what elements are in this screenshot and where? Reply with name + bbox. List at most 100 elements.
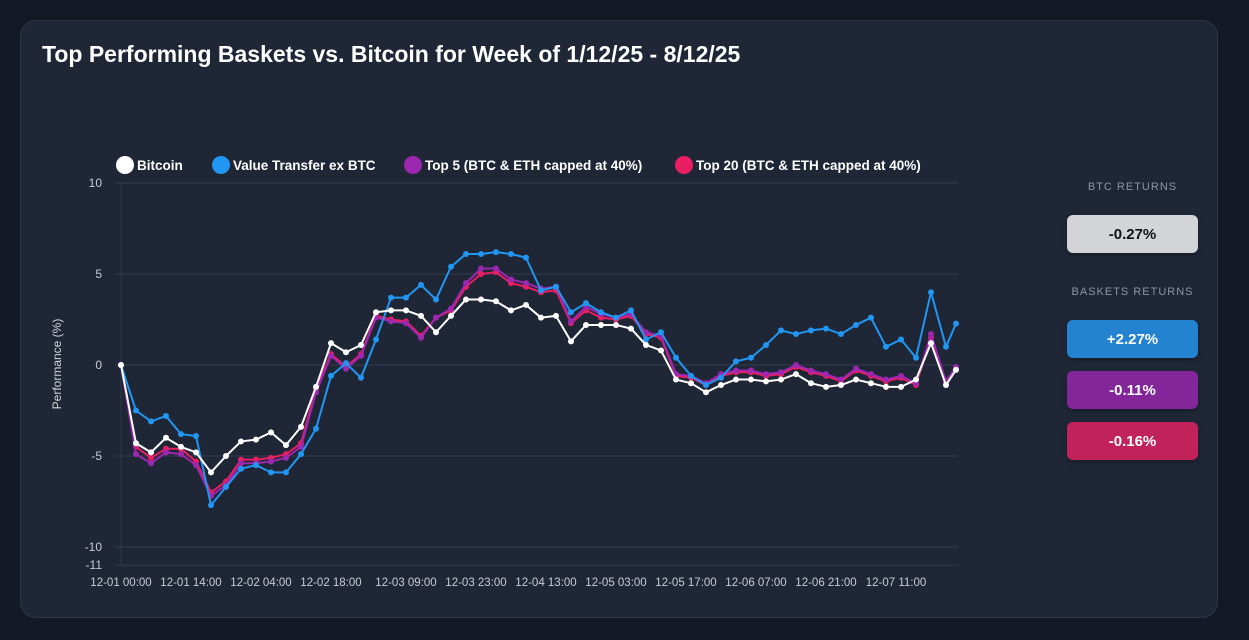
data-point [178, 431, 184, 438]
data-point [403, 294, 409, 301]
data-point [628, 325, 634, 332]
data-point [853, 376, 859, 383]
data-point [358, 374, 364, 381]
data-point [538, 287, 544, 294]
data-point [133, 440, 139, 447]
data-point [928, 331, 934, 338]
data-point [953, 320, 959, 327]
legend-label: Top 20 (BTC & ETH capped at 40%) [696, 157, 921, 173]
data-point [928, 340, 934, 347]
data-point [178, 443, 184, 450]
data-point [658, 329, 664, 336]
data-point [433, 314, 439, 321]
data-point [568, 318, 574, 325]
data-point [523, 280, 529, 287]
data-point [583, 321, 589, 328]
data-point [388, 294, 394, 301]
data-point [598, 321, 604, 328]
data-point [148, 418, 154, 425]
data-point [943, 382, 949, 389]
data-point [943, 343, 949, 350]
data-point [793, 371, 799, 378]
legend-item-top5[interactable]: Top 5 (BTC & ETH capped at 40%) [404, 156, 642, 174]
data-point [823, 383, 829, 390]
data-point [268, 469, 274, 476]
x-tick-label: 12-04 13:00 [515, 577, 576, 589]
data-point [508, 250, 514, 257]
data-point [853, 365, 859, 372]
data-point [913, 376, 919, 383]
data-point [838, 331, 844, 338]
legend-item-top20[interactable]: Top 20 (BTC & ETH capped at 40%) [675, 156, 921, 174]
data-point [493, 265, 499, 272]
data-point [523, 254, 529, 261]
data-point [823, 371, 829, 378]
y-tick-label: -11 [86, 558, 103, 572]
data-point [673, 354, 679, 361]
data-point [388, 318, 394, 325]
data-point [358, 341, 364, 348]
data-point [748, 354, 754, 361]
data-point [748, 367, 754, 374]
btc-returns-label: BTC RETURNS [1087, 181, 1178, 193]
legend-item-bitcoin[interactable]: Bitcoin [116, 156, 183, 174]
x-tick-label: 12-06 21:00 [795, 577, 856, 589]
data-point [448, 312, 454, 319]
data-point [328, 372, 334, 379]
data-point [718, 374, 724, 381]
data-point [793, 362, 799, 368]
data-point [298, 451, 304, 458]
baskets-returns-label: BASKETS RETURNS [1071, 286, 1194, 298]
data-point [283, 442, 289, 449]
data-point [433, 329, 439, 336]
data-point [583, 300, 589, 307]
series-line-0 [120, 298, 957, 474]
legend-label: Top 5 (BTC & ETH capped at 40%) [425, 157, 643, 173]
data-point [148, 460, 154, 467]
data-point [313, 383, 319, 390]
data-point [643, 341, 649, 348]
data-point [898, 383, 904, 390]
data-point [568, 338, 574, 345]
data-point [733, 367, 739, 374]
data-point [778, 376, 784, 383]
data-point [883, 383, 889, 390]
data-point [868, 380, 874, 387]
data-point [478, 271, 484, 277]
data-point [343, 349, 349, 356]
data-point [478, 296, 484, 303]
data-point [463, 296, 469, 303]
data-point [193, 462, 199, 469]
data-point [853, 321, 859, 328]
data-point [133, 451, 139, 458]
data-point [493, 249, 499, 256]
data-point [283, 454, 289, 461]
data-point [223, 453, 229, 459]
data-point [163, 412, 169, 419]
data-point [688, 380, 694, 387]
legend-label: Bitcoin [137, 157, 183, 173]
data-point [118, 362, 124, 368]
data-point [538, 314, 544, 321]
legend-dot-icon [404, 156, 422, 174]
data-point [208, 469, 214, 476]
legend-label: Value Transfer ex BTC [233, 157, 376, 173]
legend-item-value-transfer[interactable]: Value Transfer ex BTC [212, 156, 376, 174]
legend-dot-icon [212, 156, 230, 174]
x-tick-label: 12-02 18:00 [300, 577, 361, 589]
data-point [763, 378, 769, 385]
data-point [253, 436, 259, 443]
data-point [643, 336, 649, 343]
data-point [433, 296, 439, 303]
data-point [823, 325, 829, 332]
x-tick-label: 12-06 07:00 [725, 577, 786, 589]
data-point [238, 460, 244, 467]
data-point [763, 341, 769, 348]
data-point [268, 458, 274, 465]
data-point [703, 382, 709, 389]
x-tick-label: 12-03 23:00 [445, 577, 506, 589]
data-point [463, 280, 469, 287]
data-point [838, 382, 844, 389]
data-point [238, 438, 244, 445]
data-point [778, 327, 784, 334]
